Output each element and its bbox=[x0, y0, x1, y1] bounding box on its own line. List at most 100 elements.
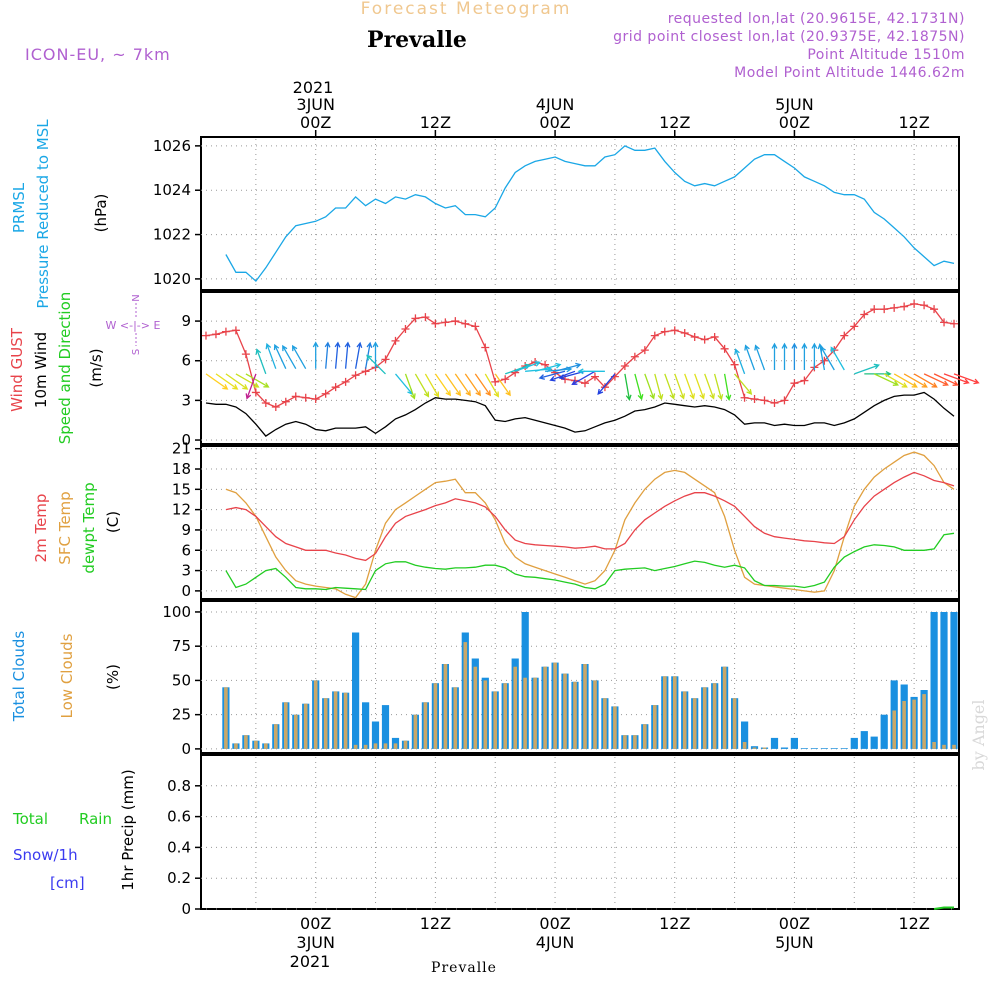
cloud-low-bar bbox=[533, 677, 537, 749]
wind-arrow bbox=[504, 363, 531, 375]
bottom-time-tick-label: 00Z bbox=[539, 914, 570, 933]
cloud-low-bar bbox=[573, 681, 577, 749]
wind-arrow bbox=[235, 373, 260, 388]
wind-gust-marker bbox=[860, 310, 869, 319]
wind-arrow bbox=[801, 342, 808, 370]
compass-n: N bbox=[131, 294, 142, 301]
wind-arrow bbox=[644, 373, 656, 400]
wind-gust-marker bbox=[880, 305, 889, 314]
cloud-total-bar bbox=[790, 737, 798, 749]
cloud-low-bar bbox=[274, 724, 278, 749]
wind-arrow bbox=[434, 373, 452, 397]
cloud-low-bar bbox=[403, 740, 408, 749]
cloud-low-bar bbox=[363, 744, 368, 749]
cloud-low-bar bbox=[702, 687, 707, 749]
cloud-low-bar bbox=[373, 743, 378, 749]
wind-gust-marker bbox=[381, 355, 390, 364]
cloud-total-bar bbox=[800, 748, 808, 749]
cloud-low-bar bbox=[752, 747, 757, 749]
wind-arrow bbox=[324, 341, 331, 369]
wind-gust-marker bbox=[261, 399, 270, 408]
wind-gust-marker bbox=[301, 393, 310, 402]
wind-arrow bbox=[781, 342, 788, 370]
cloud-total-bar bbox=[810, 748, 818, 749]
cloud-ytick-label: 25 bbox=[172, 706, 191, 724]
clouds-total-label: Total Clouds bbox=[10, 631, 28, 723]
wind-arrow bbox=[424, 373, 440, 398]
cloud-total-bar bbox=[840, 748, 848, 749]
cloud-low-bar bbox=[254, 740, 258, 749]
cloud-low-bar bbox=[922, 694, 926, 749]
bottom-year-label: 2021 bbox=[290, 952, 331, 971]
wind-arrow bbox=[723, 373, 732, 401]
temp-sfc-line bbox=[225, 451, 955, 599]
wind-gust-marker bbox=[740, 393, 749, 402]
wind-panel: 0 3 6 9 bbox=[181, 291, 980, 449]
wind-gust-marker bbox=[471, 322, 480, 331]
wind-gust-marker bbox=[411, 314, 420, 323]
cloud-low-bar bbox=[333, 691, 338, 749]
cloud-low-bar bbox=[453, 687, 458, 749]
wind-gust-marker bbox=[451, 317, 460, 326]
cloud-low-bar bbox=[583, 664, 587, 749]
cloud-low-bar bbox=[952, 744, 956, 749]
wind-gust-label: Wind GUST bbox=[8, 327, 26, 412]
requested-coords: requested lon,lat (20.9615E, 42.1731N) bbox=[668, 11, 965, 27]
wind-arrow bbox=[817, 343, 826, 371]
precip-snow-label: Snow/1h bbox=[13, 846, 78, 864]
cloud-low-bar bbox=[742, 742, 747, 749]
wind-gust-marker bbox=[850, 322, 859, 331]
wind-arrow bbox=[903, 373, 928, 388]
cloud-low-bar bbox=[513, 666, 517, 749]
wind-unit: (m/s) bbox=[87, 348, 105, 387]
cloud-low-bar bbox=[323, 698, 328, 749]
precip-ytick-label: 0.2 bbox=[167, 869, 191, 887]
precip-ytick-label: 0.6 bbox=[167, 808, 191, 826]
cloud-low-bar bbox=[613, 706, 617, 749]
wind-arrow bbox=[245, 373, 257, 400]
wind-arrow bbox=[820, 346, 835, 371]
wind-arrow bbox=[282, 344, 297, 370]
cloud-low-bar bbox=[663, 676, 667, 749]
wind-arrow bbox=[464, 373, 481, 397]
wind-arrow bbox=[366, 354, 386, 375]
temp-ytick-label: 6 bbox=[181, 541, 191, 559]
cloud-total-bar bbox=[860, 731, 868, 749]
wind-gust-marker bbox=[600, 383, 609, 392]
wind-gust-marker bbox=[700, 335, 709, 344]
cloud-frame bbox=[200, 600, 960, 754]
wind-arrow bbox=[893, 373, 918, 388]
cloud-low-bar bbox=[603, 698, 607, 749]
precip-ytick-label: 0.4 bbox=[167, 838, 191, 856]
wind-arrow bbox=[344, 341, 351, 369]
cloud-total-bar bbox=[850, 737, 858, 749]
wind-gust-marker bbox=[950, 319, 959, 328]
wind-gust-marker bbox=[221, 327, 230, 336]
wind-gust-marker bbox=[251, 388, 260, 397]
footer-station: Prevalle bbox=[431, 960, 497, 976]
top-time-tick-label: 00Z bbox=[539, 113, 570, 132]
wind-arrow bbox=[334, 341, 341, 369]
top-time-tick-label: 12Z bbox=[898, 113, 929, 132]
cloud-low-bar bbox=[284, 702, 288, 749]
cloud-low-bar bbox=[503, 683, 507, 749]
wind-arrow bbox=[404, 373, 416, 400]
clouds-unit: (%) bbox=[104, 664, 122, 690]
precip-total-label: Total bbox=[12, 810, 48, 828]
cloud-low-bar bbox=[722, 666, 727, 749]
wind-gust-marker bbox=[271, 402, 280, 411]
cloud-total-bar bbox=[820, 748, 828, 749]
cloud-low-bar bbox=[673, 676, 677, 749]
cloud-low-bar bbox=[623, 735, 627, 749]
wind-gust-marker bbox=[431, 319, 440, 328]
pressure-ytick-label: 1022 bbox=[153, 226, 191, 244]
cloud-total-bar bbox=[830, 748, 838, 749]
cloud-low-bar bbox=[413, 714, 418, 749]
wind-gust-marker bbox=[321, 389, 330, 398]
cloud-low-bar bbox=[762, 747, 767, 749]
station-title: Prevalle bbox=[367, 27, 467, 53]
temp-2m-line bbox=[225, 471, 955, 562]
wind-arrow bbox=[830, 346, 845, 371]
wind-gust-marker bbox=[900, 302, 909, 311]
